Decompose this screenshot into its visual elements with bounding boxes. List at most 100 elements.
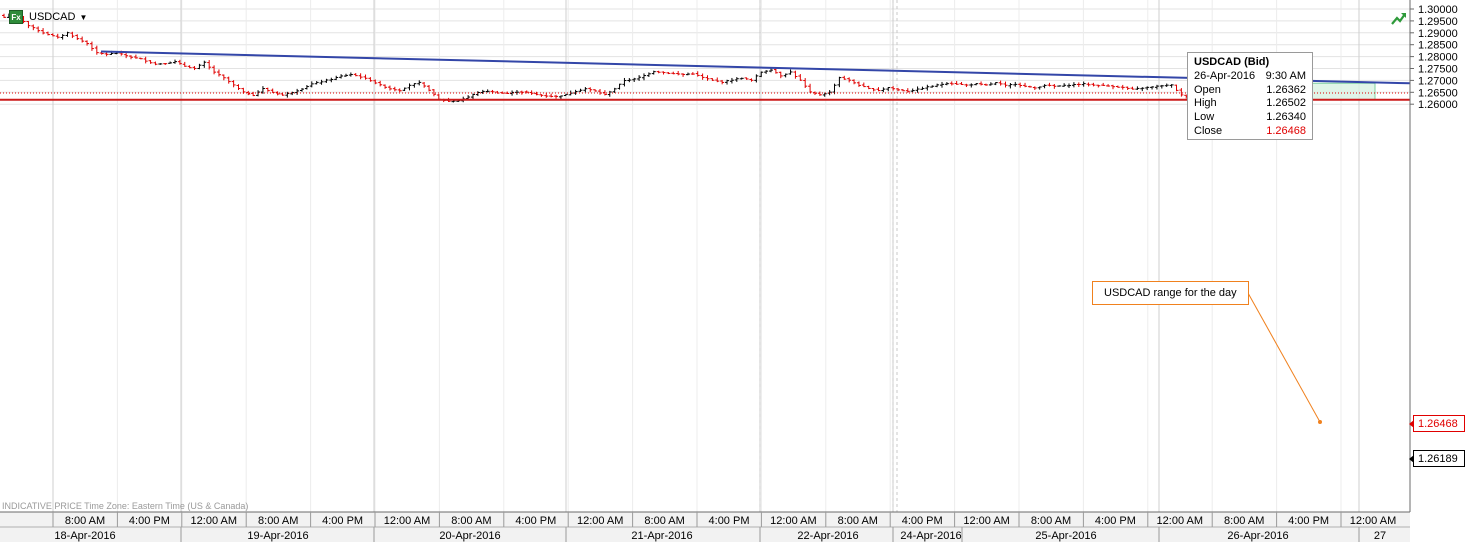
x-date-label: 20-Apr-2016: [439, 530, 500, 542]
x-time-label: 8:00 AM: [838, 515, 878, 527]
ohlc-bar: [265, 87, 270, 92]
ohlc-bar: [353, 73, 358, 77]
ohlc-bar: [544, 93, 549, 98]
tooltip-label: Open: [1194, 83, 1221, 96]
ohlc-bar: [182, 61, 187, 67]
ohlc-bar: [378, 80, 383, 87]
ohlc-bar: [197, 63, 202, 70]
ohlc-bar: [949, 81, 954, 86]
ohlc-bar: [876, 87, 881, 92]
price-bars: [2, 10, 1242, 103]
ohlc-bar: [979, 81, 984, 86]
ohlc-bar: [339, 74, 344, 79]
ohlc-bar: [754, 74, 759, 83]
ohlc-bar: [290, 91, 295, 96]
y-tick-label: 1.28000: [1418, 52, 1458, 64]
ohlc-bar: [334, 75, 339, 81]
chart-header: Fx USDCAD ▼: [9, 9, 87, 25]
ohlc-bar: [744, 77, 749, 80]
ohlc-bar: [1008, 83, 1013, 89]
ohlc-bar: [959, 81, 964, 85]
ohlc-bar: [998, 80, 1003, 86]
x-date-label: 27: [1374, 530, 1386, 542]
ohlc-bar: [373, 79, 378, 85]
range-callout[interactable]: USDCAD range for the day: [1092, 281, 1249, 305]
ohlc-bar: [1101, 82, 1106, 86]
x-time-label: 12:00 AM: [770, 515, 816, 527]
ohlc-bar: [1154, 84, 1159, 90]
ohlc-bar: [1027, 85, 1032, 88]
ohlc-bar: [1057, 85, 1062, 87]
ohlc-bar: [534, 91, 539, 96]
ohlc-bar: [343, 73, 348, 77]
ohlc-bar: [661, 71, 666, 75]
ohlc-bar: [300, 88, 305, 92]
ohlc-bar: [925, 84, 930, 91]
ohlc-bar: [593, 89, 598, 92]
ohlc-bar: [549, 93, 554, 98]
ohlc-bar: [407, 83, 412, 91]
tooltip-label: High: [1194, 97, 1217, 110]
ohlc-bar: [470, 93, 475, 100]
ohlc-bar: [651, 70, 656, 75]
ohlc-bar: [187, 65, 192, 69]
tooltip-row-open: Open 1.26362: [1194, 84, 1306, 98]
ohlc-bar: [1052, 84, 1057, 89]
ohlc-bar: [1032, 86, 1037, 90]
ohlc-bar: [778, 71, 783, 79]
tooltip-date: 26-Apr-2016: [1194, 69, 1256, 82]
x-date-label: 21-Apr-2016: [631, 530, 692, 542]
ohlc-bar: [427, 84, 432, 92]
x-axis: 8:00 AM 4:00 PM 12:00 AM 8:00 AM 4:00 PM 12:0…: [0, 511, 1410, 542]
ohlc-bar: [759, 71, 764, 78]
ohlc-bar: [65, 31, 70, 37]
ohlc-bar: [671, 71, 676, 75]
ohlc-bar: [226, 76, 231, 84]
ohlc-bar: [842, 75, 847, 80]
ohlc-bar: [725, 79, 730, 85]
ohlc-bar: [920, 86, 925, 90]
y-tick-label: 1.28500: [1418, 40, 1458, 52]
tooltip-row-high: High 1.26502: [1194, 97, 1306, 111]
symbol-label[interactable]: USDCAD: [29, 11, 76, 23]
ohlc-bar: [1076, 82, 1081, 87]
ohlc-bar: [138, 57, 143, 60]
callout-leader-line: [1247, 292, 1321, 423]
x-time-label: 12:00 AM: [384, 515, 430, 527]
ohlc-bar: [172, 59, 177, 64]
ohlc-bar: [363, 74, 368, 80]
y-tick-label: 1.30000: [1418, 4, 1458, 16]
ohlc-bar: [602, 90, 607, 96]
ohlc-bar: [1120, 84, 1125, 90]
support-price-badge: 1.26189: [1409, 450, 1465, 467]
ohlc-bar: [36, 26, 41, 33]
ohlc-bar: [881, 87, 886, 93]
caret-down-icon[interactable]: ▼: [79, 12, 88, 22]
ohlc-bar: [734, 77, 739, 82]
ohlc-bar: [485, 89, 490, 93]
trend-up-arrow-icon[interactable]: [1390, 9, 1408, 27]
ohlc-bar: [519, 90, 524, 95]
ohlc-bar: [974, 83, 979, 86]
ohlc-bar: [177, 59, 182, 65]
ohlc-bar: [148, 60, 153, 64]
ohlc-bar: [954, 81, 959, 85]
ohlc-bar: [133, 54, 138, 59]
ohlc-bar: [129, 55, 134, 60]
ohlc-bar: [793, 70, 798, 79]
ohlc-bar: [412, 83, 417, 88]
fx-icon: Fx: [9, 10, 23, 24]
ohlc-bar: [1086, 82, 1091, 87]
ohlc-bar: [1115, 85, 1120, 88]
ohlc-bar: [1159, 84, 1164, 89]
x-time-label: 4:00 PM: [902, 515, 943, 527]
ohlc-bar: [832, 83, 837, 95]
ohlc-bar: [558, 95, 563, 99]
ohlc-bar: [358, 73, 363, 80]
tooltip-title: USDCAD (Bid): [1194, 56, 1270, 68]
ohlc-bar: [202, 60, 207, 68]
ohlc-bar: [236, 84, 241, 91]
ohlc-bar: [583, 87, 588, 93]
ohlc-bar: [163, 62, 168, 66]
